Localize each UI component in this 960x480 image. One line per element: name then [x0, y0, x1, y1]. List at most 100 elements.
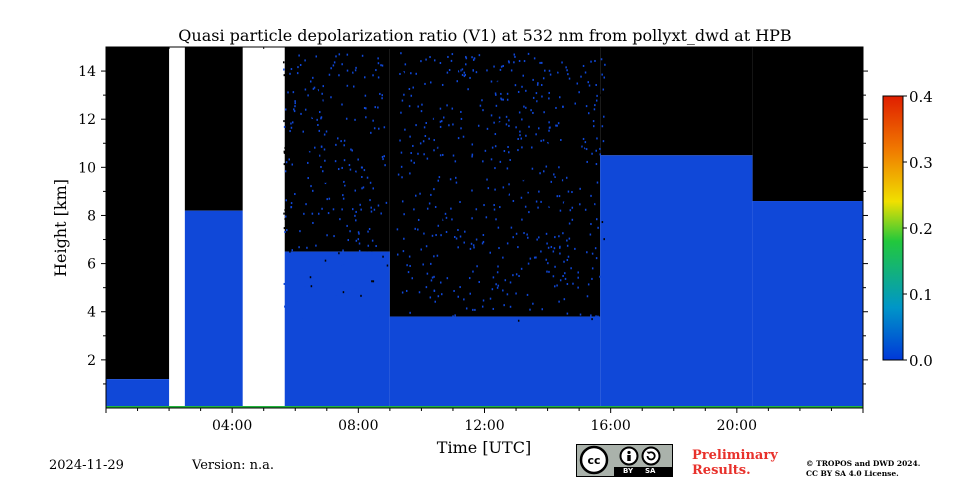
speckle-pixel — [451, 181, 454, 184]
speckle-pixel — [363, 94, 366, 97]
speckle-pixel — [286, 109, 288, 112]
speckle-pixel — [533, 256, 536, 259]
speckle-pixel — [475, 71, 478, 74]
speckle-pixel — [548, 121, 550, 124]
speckle-pixel — [351, 149, 354, 152]
speckle-pixel — [469, 292, 472, 295]
speckle-pixel — [437, 53, 440, 56]
speckle-pixel — [550, 222, 553, 225]
speckle-pixel — [401, 78, 403, 81]
speckle-pixel — [569, 199, 572, 202]
speckle-pixel — [465, 55, 467, 58]
speckle-pixel — [587, 112, 590, 115]
speckle-pixel — [536, 100, 538, 103]
speckle-pixel — [604, 244, 606, 247]
speckle-pixel — [298, 54, 300, 57]
speckle-pixel — [539, 172, 541, 175]
speckle-pixel — [441, 143, 443, 146]
speckle-pixel — [330, 199, 333, 202]
speckle-pixel — [324, 180, 327, 183]
speckle-pixel — [451, 225, 454, 228]
speckle-pixel — [590, 254, 593, 257]
speckle-pixel — [312, 168, 314, 171]
speckle-pixel — [520, 196, 523, 199]
y-axis: 2 4 6 8 10 12 14 — [78, 64, 868, 385]
speckle-pixel — [400, 111, 402, 114]
speckle-pixel — [444, 263, 446, 266]
speckle-pixel — [290, 68, 293, 71]
speckle-pixel — [560, 138, 562, 141]
speckle-pixel — [451, 218, 453, 221]
speckle-pixel — [568, 249, 571, 252]
cc-license-badge[interactable]: cc BY SA — [576, 444, 673, 477]
speckle-pixel — [559, 121, 562, 124]
speckle-pixel — [518, 211, 520, 214]
speckle-pixel — [568, 237, 571, 240]
speckle-pixel — [356, 80, 358, 83]
speckle-pixel — [299, 197, 302, 200]
speckle-pixel — [290, 126, 293, 129]
speckle-pixel — [573, 92, 575, 95]
speckle-pixel — [512, 199, 515, 202]
speckle-pixel — [503, 87, 506, 90]
speckle-pixel — [325, 139, 327, 142]
speckle-pixel — [521, 146, 523, 149]
speckle-pixel — [532, 111, 534, 114]
speckle-pixel — [312, 62, 314, 65]
speckle-pixel — [522, 111, 525, 114]
speckle-pixel — [318, 111, 321, 114]
speckle-pixel — [408, 88, 411, 91]
speckle-pixel — [312, 221, 314, 224]
speckle-pixel — [501, 176, 503, 179]
speckle-pixel — [594, 214, 597, 217]
speckle-pixel — [513, 109, 516, 112]
speckle-pixel — [457, 79, 460, 82]
speckle-pixel — [316, 256, 319, 259]
speckle-pixel — [472, 78, 475, 81]
speckle-pixel — [455, 73, 457, 76]
speckle-pixel — [584, 71, 587, 74]
speckle-pixel — [518, 82, 520, 85]
speckle-pixel — [368, 170, 371, 173]
speckle-pixel — [596, 104, 599, 107]
speckle-pixel — [433, 275, 435, 278]
speckle-pixel — [569, 149, 571, 152]
speckle-pixel — [401, 176, 403, 179]
speckle-pixel — [442, 86, 445, 89]
speckle-pixel — [463, 75, 466, 78]
speckle-pixel — [475, 238, 478, 241]
speckle-pixel — [579, 289, 581, 292]
speckle-pixel — [426, 127, 428, 130]
speckle-pixel — [582, 62, 584, 65]
speckle-pixel — [487, 139, 489, 142]
speckle-pixel — [456, 80, 459, 83]
speckle-pixel — [548, 129, 550, 132]
speckle-pixel — [602, 140, 605, 143]
speckle-pixel — [354, 300, 357, 303]
speckle-pixel — [546, 270, 548, 273]
speckle-pixel — [523, 72, 526, 75]
speckle-pixel — [458, 179, 460, 182]
plot-area — [106, 47, 863, 408]
speckle-pixel — [338, 142, 341, 145]
speckle-pixel — [548, 103, 551, 106]
speckle-pixel — [483, 204, 485, 207]
speckle-pixel — [586, 160, 588, 163]
speckle-pixel — [328, 145, 331, 148]
svg-text:cc: cc — [587, 454, 600, 467]
speckle-pixel — [384, 187, 387, 190]
speckle-pixel — [340, 140, 342, 143]
speckle-pixel — [503, 304, 505, 307]
speckle-pixel — [578, 198, 581, 201]
speckle-pixel — [545, 165, 548, 168]
speckle-pixel — [370, 67, 372, 70]
speckle-pixel — [422, 263, 424, 266]
speckle-pixel — [450, 155, 452, 158]
speckle-pixel — [523, 186, 525, 189]
speckle-pixel — [335, 148, 338, 151]
speckle-pixel — [523, 79, 526, 82]
speckle-pixel — [294, 54, 297, 57]
speckle-pixel — [536, 153, 538, 156]
speckle-pixel — [436, 86, 438, 89]
speckle-pixel — [475, 187, 478, 190]
